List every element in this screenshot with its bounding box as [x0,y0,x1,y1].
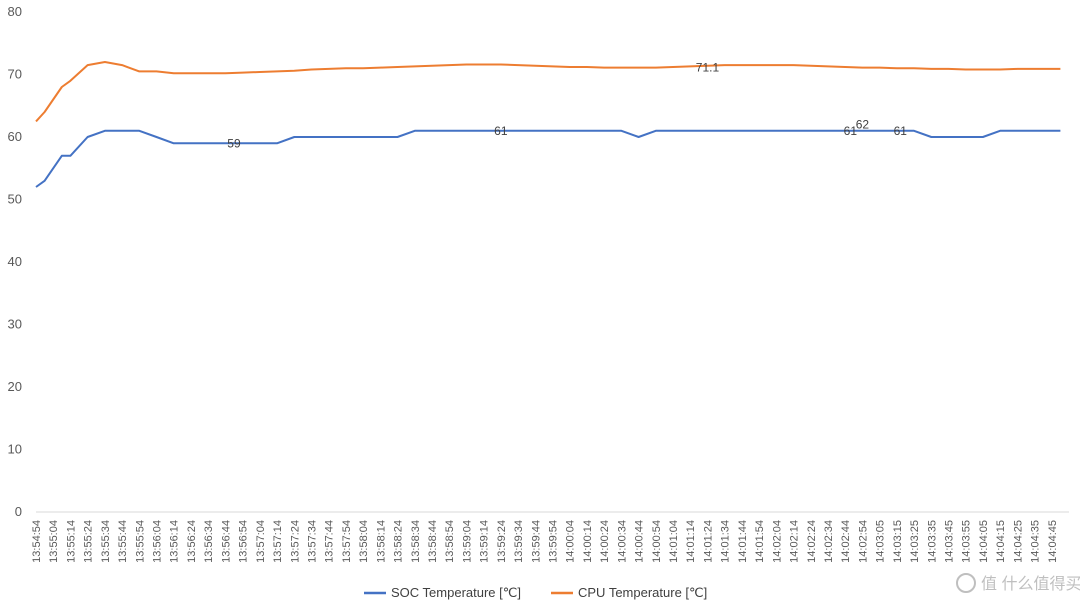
y-tick-label: 30 [8,317,22,332]
x-tick-label: 14:04:15 [995,520,1007,563]
x-tick-label: 14:00:44 [634,520,646,563]
x-tick-label: 14:02:54 [857,520,869,563]
x-tick-label: 14:04:45 [1047,520,1059,563]
x-tick-label: 13:59:14 [479,520,491,563]
x-tick-label: 13:58:24 [393,520,405,563]
x-tick-label: 14:04:05 [978,520,990,563]
x-tick-label: 13:55:04 [48,520,60,563]
legend: SOC Temperature [℃] CPU Temperature [℃] [364,585,707,600]
x-tick-label: 13:57:54 [341,520,353,563]
x-tick-label: 14:01:44 [737,520,749,563]
x-tick-label: 13:56:34 [203,520,215,563]
x-tick-label: 14:01:04 [668,520,680,563]
legend-label: SOC Temperature [℃] [391,585,521,600]
x-tick-label: 14:03:05 [875,520,887,563]
x-tick-label: 14:00:54 [651,520,663,563]
y-tick-label: 50 [8,192,22,207]
y-tick-label: 0 [15,504,22,519]
series-line-cpu [35,61,1061,123]
x-tick-label: 14:02:14 [789,520,801,563]
x-tick-label: 13:55:54 [134,520,146,563]
x-tick-label: 13:58:04 [358,520,370,563]
watermark-logo-icon [956,573,976,593]
data-label: 71.1 [696,61,720,75]
x-tick-label: 14:02:04 [771,520,783,563]
x-tick-label: 13:55:14 [65,520,77,563]
x-tick-label: 13:57:14 [272,520,284,563]
x-tick-label: 13:54:54 [31,520,43,563]
x-tick-label: 13:55:24 [83,520,95,563]
x-tick-label: 14:01:34 [720,520,732,563]
x-tick-label: 13:57:24 [289,520,301,563]
x-tick-label: 14:00:04 [565,520,577,563]
x-tick-label: 13:56:54 [238,520,250,563]
x-tick-label: 13:58:34 [410,520,422,563]
y-tick-label: 70 [8,67,22,82]
x-tick-label: 13:59:24 [496,520,508,563]
x-tick-label: 13:58:54 [444,520,456,563]
y-tick-label: 20 [8,379,22,394]
x-tick-label: 13:56:44 [220,520,232,563]
x-tick-label: 13:57:44 [324,520,336,563]
x-tick-label: 13:59:54 [548,520,560,563]
x-tick-label: 14:03:55 [961,520,973,563]
y-tick-label: 40 [8,254,22,269]
x-tick-label: 13:59:44 [530,520,542,563]
plot-area [35,61,1061,188]
data-label: 59 [227,136,241,150]
legend-label: CPU Temperature [℃] [578,585,707,600]
x-tick-label: 14:00:34 [616,520,628,563]
x-tick-label: 14:00:24 [599,520,611,563]
x-tick-label: 14:01:54 [754,520,766,563]
x-tick-label: 14:00:14 [582,520,594,563]
x-tick-label: 13:56:14 [169,520,181,563]
x-tick-label: 13:57:04 [255,520,267,563]
y-tick-label: 60 [8,129,22,144]
x-tick-label: 14:04:25 [1012,520,1024,563]
x-tick-label: 14:02:24 [806,520,818,563]
data-label: 61 [494,124,508,138]
series-line-soc [35,129,1061,188]
y-tick-label: 10 [8,442,22,457]
x-tick-label: 13:59:04 [461,520,473,563]
x-tick-label: 14:03:45 [943,520,955,563]
x-tick-label: 13:56:04 [152,520,164,563]
x-tick-label: 13:58:44 [427,520,439,563]
x-tick-label: 13:55:34 [100,520,112,563]
x-tick-label: 14:02:34 [823,520,835,563]
x-tick-label: 14:03:25 [909,520,921,563]
x-axis: 13:54:54 13:55:04 13:55:14 13:55:24 13:55:34… [31,520,1059,563]
x-tick-label: 14:01:24 [702,520,714,563]
x-tick-label: 13:56:24 [186,520,198,563]
data-label: 62 [856,118,870,132]
x-tick-label: 14:04:35 [1030,520,1042,563]
watermark-text: 值 什么值得买 [981,575,1080,593]
y-tick-label: 80 [8,4,22,19]
y-axis: 0 10 20 30 40 50 60 70 80 [8,4,22,519]
data-label: 61 [844,124,858,138]
x-tick-label: 13:55:44 [117,520,129,563]
watermark: 值 什么值得买 [956,573,1080,593]
data-label: 61 [894,124,908,138]
x-tick-label: 14:03:15 [892,520,904,563]
x-tick-label: 14:02:44 [840,520,852,563]
x-tick-label: 13:58:14 [375,520,387,563]
x-tick-label: 14:03:35 [926,520,938,563]
x-tick-label: 14:01:14 [685,520,697,563]
x-tick-label: 13:59:34 [513,520,525,563]
x-tick-label: 13:57:34 [306,520,318,563]
